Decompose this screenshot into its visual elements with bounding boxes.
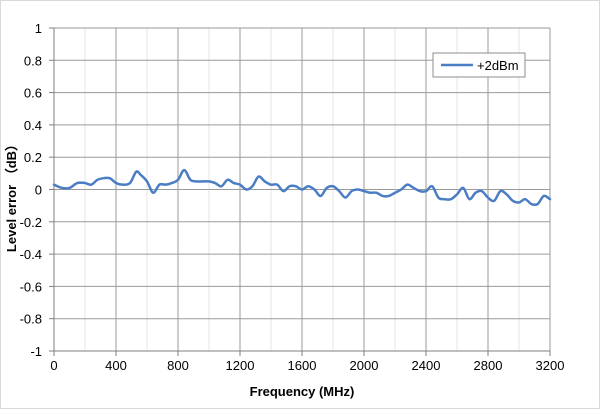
- x-tick-label: 1600: [288, 358, 317, 373]
- y-tick-label: -0.2: [20, 215, 42, 230]
- x-axis-label: Frequency (MHz): [250, 384, 355, 399]
- y-axis-label: Level error （dB）: [4, 138, 19, 252]
- y-tick-label: -0.6: [20, 279, 42, 294]
- y-tick-label: -1: [30, 344, 42, 359]
- y-tick-label: 0: [35, 183, 42, 198]
- x-tick-label: 800: [167, 358, 189, 373]
- y-tick-label: 0.8: [24, 53, 42, 68]
- y-tick-label: 0.2: [24, 150, 42, 165]
- y-tick-label: -0.8: [20, 312, 42, 327]
- series-line: [52, 168, 552, 207]
- legend-label: +2dBm: [477, 58, 519, 73]
- y-tick-label: 1: [35, 21, 42, 36]
- x-tick-label: 0: [50, 358, 57, 373]
- legend: +2dBm: [432, 52, 526, 78]
- axes: [49, 27, 551, 356]
- series-group: [52, 168, 552, 207]
- y-tick-label: 0.4: [24, 118, 42, 133]
- tick-labels: 0 400 800 1200 1600 2000 2400 2800 3200 -1 -0.8 -0.…: [20, 21, 565, 373]
- x-tick-label: 1200: [226, 358, 255, 373]
- x-tick-label: 2000: [350, 358, 379, 373]
- x-tick-label: 2800: [474, 358, 503, 373]
- x-tick-label: 400: [105, 358, 127, 373]
- x-tick-label: 3200: [536, 358, 565, 373]
- x-tick-label: 2400: [412, 358, 441, 373]
- y-tick-label: 0.6: [24, 86, 42, 101]
- y-tick-label: -0.4: [20, 247, 42, 262]
